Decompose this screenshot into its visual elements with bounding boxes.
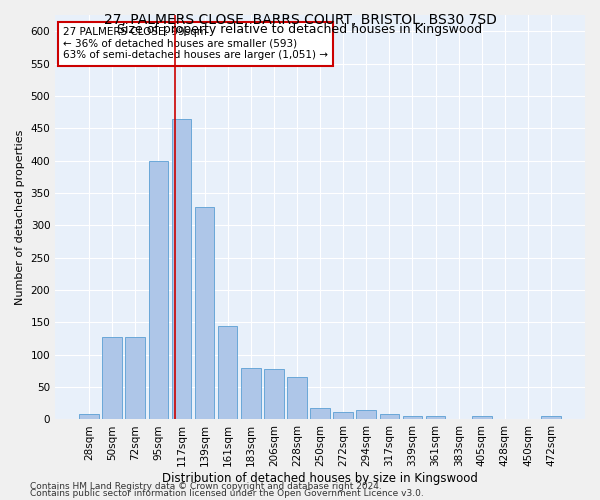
Text: 27, PALMERS CLOSE, BARRS COURT, BRISTOL, BS30 7SD: 27, PALMERS CLOSE, BARRS COURT, BRISTOL,… <box>104 12 496 26</box>
Bar <box>195 207 214 420</box>
Bar <box>125 336 145 419</box>
Bar <box>310 408 330 420</box>
Bar <box>380 414 399 420</box>
Text: 27 PALMERS CLOSE: 99sqm
← 36% of detached houses are smaller (593)
63% of semi-d: 27 PALMERS CLOSE: 99sqm ← 36% of detache… <box>63 27 328 60</box>
Bar <box>472 416 491 420</box>
Bar <box>264 369 284 420</box>
Bar <box>172 118 191 420</box>
Bar <box>356 410 376 420</box>
Bar <box>218 326 238 420</box>
Bar <box>79 414 99 420</box>
Text: Contains HM Land Registry data © Crown copyright and database right 2024.: Contains HM Land Registry data © Crown c… <box>30 482 382 491</box>
Bar <box>403 416 422 420</box>
Bar <box>241 368 260 420</box>
Bar <box>334 412 353 420</box>
X-axis label: Distribution of detached houses by size in Kingswood: Distribution of detached houses by size … <box>162 472 478 485</box>
Y-axis label: Number of detached properties: Number of detached properties <box>15 130 25 305</box>
Bar <box>287 378 307 420</box>
Bar <box>103 336 122 419</box>
Bar <box>149 160 168 420</box>
Bar <box>541 416 561 420</box>
Text: Size of property relative to detached houses in Kingswood: Size of property relative to detached ho… <box>118 22 482 36</box>
Bar <box>426 416 445 420</box>
Text: Contains public sector information licensed under the Open Government Licence v3: Contains public sector information licen… <box>30 490 424 498</box>
